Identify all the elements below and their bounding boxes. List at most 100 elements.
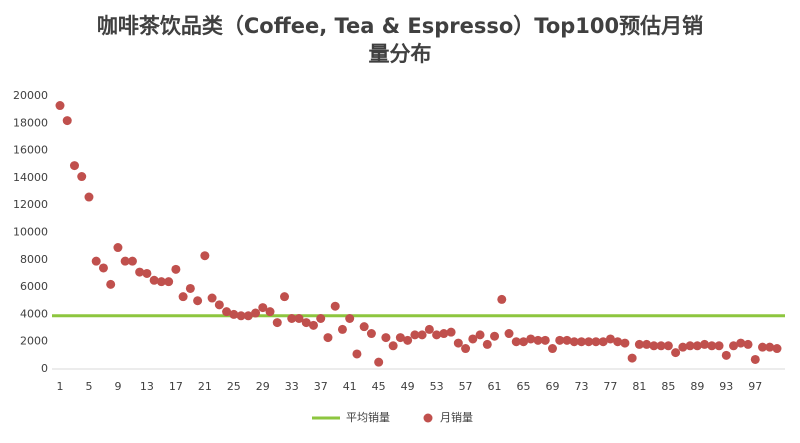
y-tick-label: 14000	[13, 171, 48, 184]
point	[352, 349, 362, 359]
point	[555, 335, 565, 345]
point	[135, 267, 145, 277]
point	[185, 283, 195, 293]
point	[106, 279, 116, 289]
y-tick-label: 12000	[13, 198, 48, 211]
x-tick-label: 93	[719, 380, 733, 393]
point	[142, 268, 152, 278]
x-tick-label: 33	[285, 380, 299, 393]
point	[490, 331, 500, 341]
x-tick-label: 65	[517, 380, 531, 393]
point	[222, 307, 232, 317]
point	[605, 334, 615, 344]
point	[359, 322, 369, 332]
point	[475, 330, 485, 340]
point	[120, 256, 130, 266]
point	[750, 354, 760, 364]
x-tick-label: 1	[57, 380, 64, 393]
point	[308, 320, 318, 330]
x-tick-label: 9	[114, 380, 121, 393]
point	[374, 357, 384, 367]
point	[540, 335, 550, 345]
point	[613, 337, 623, 347]
point	[395, 333, 405, 343]
point	[113, 243, 123, 253]
x-tick-label: 97	[748, 380, 762, 393]
x-tick-label: 57	[459, 380, 473, 393]
point	[634, 339, 644, 349]
point	[62, 116, 72, 126]
point	[714, 341, 724, 351]
point	[504, 329, 514, 339]
point	[649, 341, 659, 351]
point	[294, 313, 304, 323]
point	[656, 341, 666, 351]
point	[127, 256, 137, 266]
point	[55, 101, 65, 111]
y-tick-label: 8000	[20, 253, 48, 266]
point	[736, 338, 746, 348]
x-tick-label: 13	[140, 380, 154, 393]
x-tick-label: 77	[603, 380, 617, 393]
point	[497, 294, 507, 304]
chart-title: 咖啡茶饮品类（Coffee, Tea & Espresso）Top100预估月销…	[96, 14, 704, 66]
point	[236, 311, 246, 321]
point	[265, 307, 275, 317]
point	[569, 337, 579, 347]
point	[403, 335, 413, 345]
point	[453, 338, 463, 348]
point	[229, 309, 239, 319]
point	[345, 313, 355, 323]
point	[330, 301, 340, 311]
x-tick-label: 29	[256, 380, 270, 393]
point	[685, 341, 695, 351]
point	[69, 161, 79, 171]
point	[663, 341, 673, 351]
point	[410, 330, 420, 340]
point	[692, 341, 702, 351]
point	[591, 337, 601, 347]
point	[287, 313, 297, 323]
point	[671, 348, 681, 358]
point	[207, 293, 217, 303]
point	[627, 353, 637, 363]
y-tick-label: 6000	[20, 280, 48, 293]
point	[77, 172, 87, 182]
legend-label: 月销量	[440, 410, 473, 424]
point	[743, 339, 753, 349]
point	[772, 344, 782, 354]
point	[461, 344, 471, 354]
x-tick-label: 17	[169, 380, 183, 393]
point	[323, 333, 333, 343]
point	[758, 342, 768, 352]
point	[91, 256, 101, 266]
point	[149, 275, 159, 285]
point	[200, 251, 210, 261]
point	[178, 292, 188, 302]
point	[519, 337, 529, 347]
x-tick-label: 41	[343, 380, 357, 393]
x-tick-label: 69	[545, 380, 559, 393]
y-tick-label: 18000	[13, 116, 48, 129]
x-tick-label: 5	[85, 380, 92, 393]
point	[381, 333, 391, 343]
x-tick-label: 73	[574, 380, 588, 393]
y-tick-label: 2000	[20, 335, 48, 348]
point	[84, 192, 94, 202]
point	[417, 330, 427, 340]
x-tick-label: 85	[661, 380, 675, 393]
point	[620, 338, 630, 348]
point	[598, 337, 608, 347]
point	[707, 341, 717, 351]
point	[576, 337, 586, 347]
x-tick-label: 53	[430, 380, 444, 393]
point	[337, 324, 347, 334]
x-tick-label: 25	[227, 380, 241, 393]
y-tick-label: 10000	[13, 226, 48, 239]
point	[280, 292, 290, 302]
point	[193, 296, 203, 306]
point	[251, 308, 261, 318]
point	[547, 344, 557, 354]
